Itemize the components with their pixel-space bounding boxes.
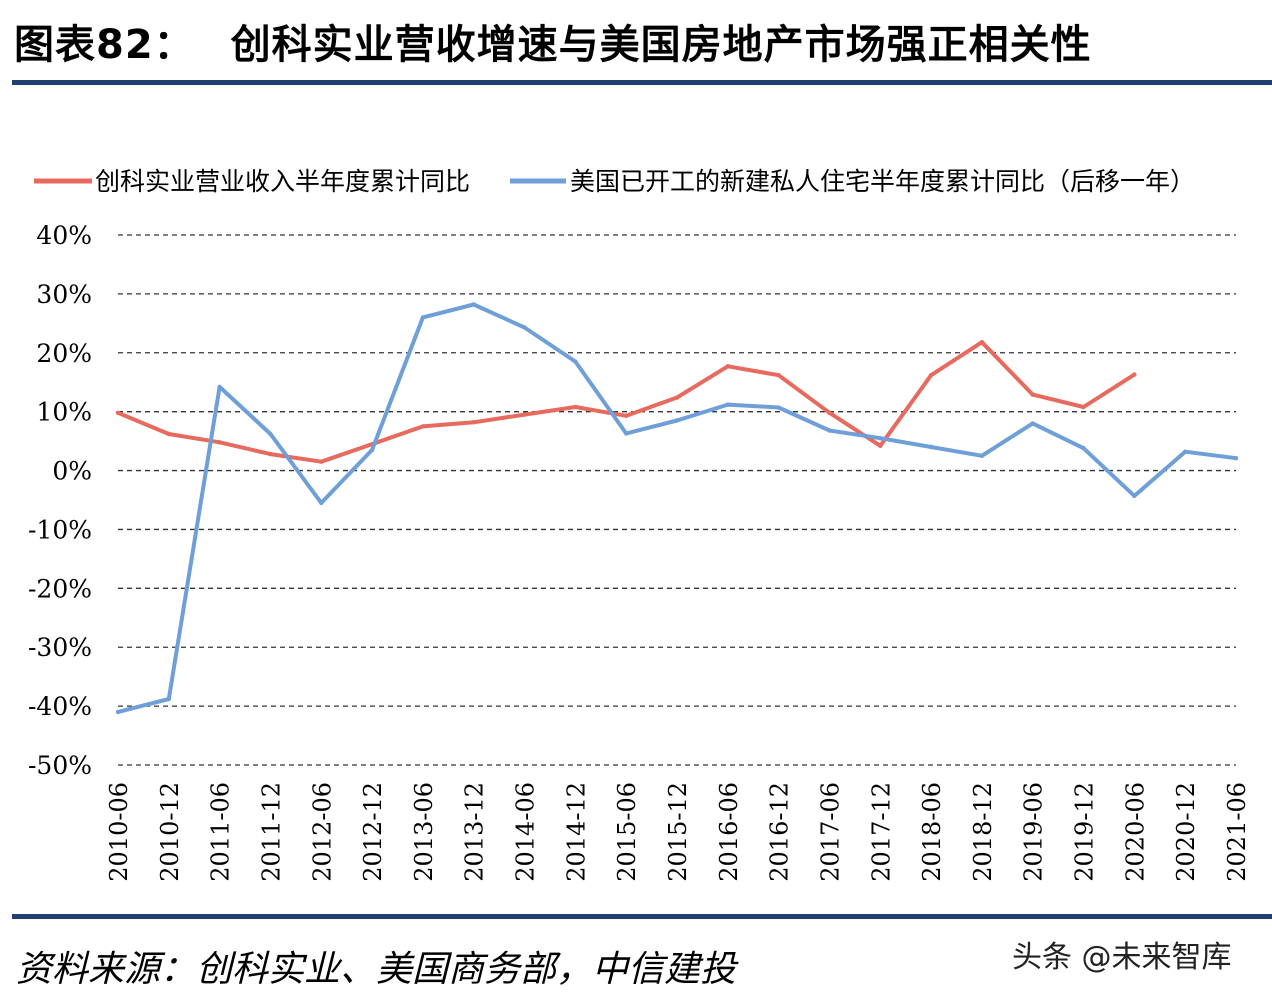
y-tick-label: -10% [28,515,92,544]
data-point-series-2 [623,431,629,436]
data-point-series-1 [725,364,731,369]
legend-label-series-1: 创科实业营业收入半年度累计同比 [95,167,470,196]
y-tick-label: 30% [36,280,92,309]
data-point-series-2 [115,709,121,715]
data-point-series-1 [217,440,222,445]
x-tick-label: 2010-06 [105,782,133,882]
x-tick-label: 2016-12 [766,782,794,882]
x-tick-label: 2020-12 [1172,782,1200,882]
x-tick-label: 2010-12 [156,782,184,882]
data-point-series-1 [623,413,629,418]
y-tick-label: -20% [28,574,92,603]
data-point-series-2 [573,359,578,364]
y-tick-label: -50% [28,751,92,780]
data-point-series-1 [827,410,832,416]
data-point-series-2 [878,435,883,441]
y-tick-label: 40% [36,221,92,250]
data-point-series-1 [471,420,476,425]
data-point-series-1 [979,339,985,345]
series-line-1 [116,340,1137,464]
data-point-series-2 [1030,421,1035,426]
data-point-series-1 [1030,392,1035,397]
figure-title-text: 创科实业营收增速与美国房地产市场强正相关性 [230,22,1092,68]
data-point-series-2 [522,325,527,330]
data-point-series-1 [268,451,273,457]
data-point-series-2 [268,431,273,437]
data-point-series-1 [522,412,527,417]
data-point-series-1 [878,443,883,449]
x-tick-label: 2015-06 [613,782,641,882]
x-tick-label: 2013-12 [461,782,489,882]
data-point-series-1 [115,410,121,416]
top-rule [12,80,1272,85]
x-tick-label: 2021-06 [1223,782,1251,882]
data-point-series-2 [217,384,222,390]
x-tick-label: 2017-06 [816,782,844,882]
y-tick-label: 10% [36,398,92,427]
y-tick-label: -30% [28,633,92,662]
x-tick-label: 2012-06 [308,782,336,882]
x-tick-label: 2014-12 [562,782,590,882]
y-tick-label: 0% [52,457,92,486]
data-point-series-2 [827,428,832,433]
data-point-series-1 [928,372,934,378]
figure-label: 图表82： [14,22,195,68]
line-chart: 40% 30% 20% 10% 0% -10% -20% -30% -40% -50% 2010-0… [28,167,1251,882]
x-tick-label: 2015-12 [664,782,692,882]
data-point-series-2 [471,302,476,307]
x-tick-label: 2020-06 [1121,782,1149,882]
x-tick-label: 2019-06 [1020,782,1048,882]
x-tick-label: 2017-12 [867,782,895,882]
data-point-series-1 [420,424,426,429]
x-tick-label: 2011-06 [207,782,235,882]
data-point-series-1 [1081,404,1086,410]
bottom-rule [12,914,1272,919]
data-point-series-1 [166,431,172,437]
data-point-series-2 [674,418,680,423]
x-tick-label: 2018-06 [918,782,946,882]
x-tick-label: 2012-12 [359,782,387,882]
series-line-2 [116,302,1238,714]
data-point-series-1 [319,459,324,464]
data-point-series-2 [166,696,172,702]
legend-label-series-2: 美国已开工的新建私人住宅半年度累计同比（后移一年） [570,167,1195,196]
data-point-series-1 [776,372,781,378]
data-point-series-2 [725,402,731,407]
x-tick-label: 2019-12 [1071,782,1099,882]
data-point-series-2 [369,447,375,453]
x-tick-label: 2013-06 [410,782,438,882]
y-tick-label: -40% [28,692,92,721]
y-tick-label: 20% [36,339,92,368]
data-point-series-2 [1233,455,1239,461]
source-note: 资料来源：创科实业、美国商务部，中信建投 [16,949,737,990]
data-point-series-2 [776,405,781,410]
data-point-series-2 [1132,493,1137,499]
figure-title: 图表82： 创科实业营收增速与美国房地产市场强正相关性 [14,12,1092,70]
x-tick-label: 2011-12 [257,782,285,882]
x-tick-label: 2018-12 [969,782,997,882]
data-point-series-1 [674,395,680,400]
watermark: 头条 @未来智库 [1012,940,1232,975]
data-point-series-1 [573,404,578,410]
data-point-series-1 [1132,372,1137,377]
data-point-series-2 [1081,445,1086,451]
data-point-series-2 [420,315,426,320]
data-point-series-2 [319,500,324,506]
x-tick-label: 2016-06 [715,782,743,882]
data-point-series-2 [928,444,934,450]
data-point-series-2 [979,453,985,459]
x-tick-label: 2014-06 [512,782,540,882]
data-point-series-2 [1182,449,1188,454]
